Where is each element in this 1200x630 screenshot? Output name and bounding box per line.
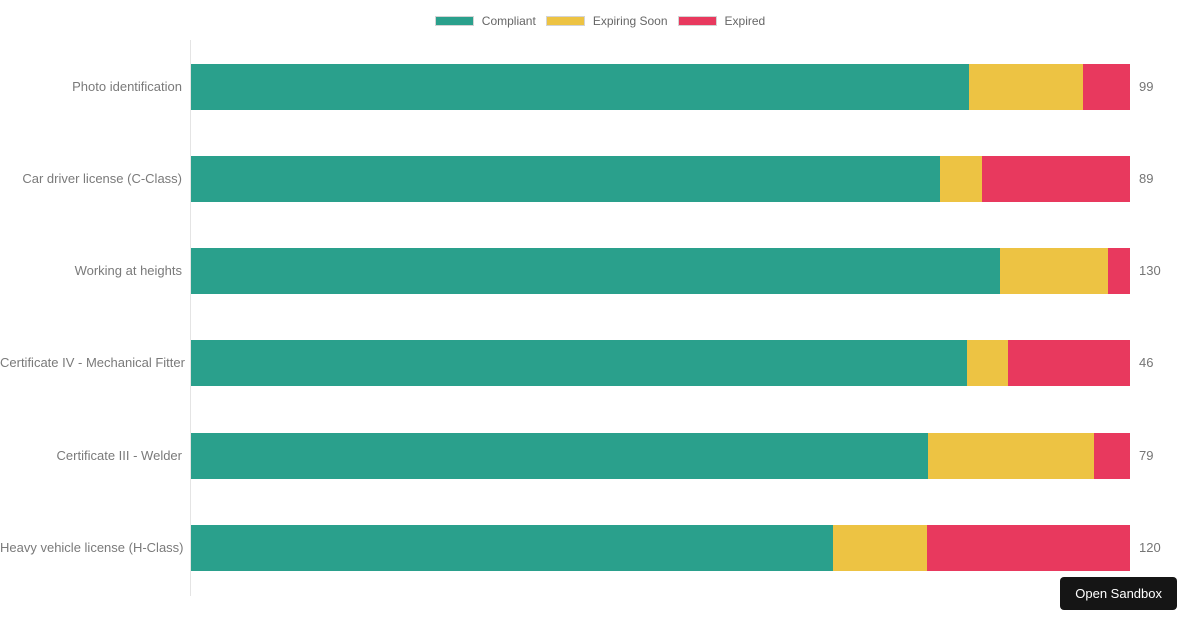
category-label: Car driver license (C-Class) — [22, 170, 182, 186]
bar-row: Heavy vehicle license (H-Class) 120 — [0, 525, 1200, 571]
bar-segment-expiring-soon[interactable] — [966, 340, 1008, 387]
bar-segment-expired[interactable] — [1082, 63, 1130, 110]
bar-segment-expiring-soon[interactable] — [968, 63, 1083, 110]
bar-segment-expiring-soon[interactable] — [940, 155, 983, 202]
legend-label-expired: Expired — [724, 14, 766, 28]
stacked-bar[interactable] — [191, 432, 1130, 479]
bar-total-label: 46 — [1139, 355, 1154, 371]
stacked-bar[interactable] — [191, 525, 1130, 571]
bar-total-label: 120 — [1139, 540, 1161, 555]
expired-swatch-icon — [677, 16, 717, 26]
bar-row: Working at heights 130 — [0, 248, 1200, 295]
y-axis-line — [190, 40, 191, 596]
bar-segment-expiring-soon[interactable] — [999, 248, 1109, 295]
bar-segment-expired[interactable] — [1108, 248, 1130, 295]
stacked-bar[interactable] — [191, 248, 1130, 295]
bar-segment-expiring-soon[interactable] — [832, 525, 927, 571]
bar-segment-compliant[interactable] — [191, 63, 969, 110]
bar-total-label: 89 — [1139, 170, 1154, 186]
bar-total-label: 99 — [1139, 78, 1154, 94]
expiring-soon-swatch-icon — [545, 16, 585, 26]
category-label: Certificate III - Welder — [56, 447, 182, 463]
chart-legend: Compliant Expiring Soon Expired — [0, 14, 1200, 28]
stacked-bar[interactable] — [191, 63, 1130, 110]
bar-segment-expired[interactable] — [982, 155, 1130, 202]
category-label: Photo identification — [72, 78, 182, 94]
bar-row: Photo identification 99 — [0, 63, 1200, 110]
category-label: Certificate IV - Mechanical Fitter — [0, 355, 185, 371]
bar-segment-expired[interactable] — [1007, 340, 1130, 387]
bar-total-label: 130 — [1139, 263, 1161, 279]
bar-segment-compliant[interactable] — [191, 155, 941, 202]
open-sandbox-button[interactable]: Open Sandbox — [1060, 577, 1177, 610]
legend-label-compliant: Compliant — [481, 14, 536, 28]
legend-label-expiring-soon: Expiring Soon — [592, 14, 668, 28]
bar-segment-expired[interactable] — [926, 525, 1130, 571]
category-label: Working at heights — [74, 263, 182, 279]
bar-segment-expired[interactable] — [1094, 432, 1130, 479]
stacked-bar[interactable] — [191, 340, 1130, 387]
bar-segment-compliant[interactable] — [191, 248, 1000, 295]
legend-item-compliant[interactable]: Compliant — [434, 14, 536, 28]
compliant-swatch-icon — [434, 16, 474, 26]
legend-item-expiring-soon[interactable]: Expiring Soon — [545, 14, 668, 28]
bar-segment-compliant[interactable] — [191, 432, 928, 479]
bar-row: Car driver license (C-Class) 89 — [0, 155, 1200, 202]
bar-row: Certificate IV - Mechanical Fitter 46 — [0, 340, 1200, 387]
bar-total-label: 79 — [1139, 447, 1154, 463]
bar-segment-expiring-soon[interactable] — [927, 432, 1095, 479]
bar-segment-compliant[interactable] — [191, 525, 833, 571]
stacked-bar[interactable] — [191, 155, 1130, 202]
category-label: Heavy vehicle license (H-Class) — [0, 540, 184, 555]
legend-item-expired[interactable]: Expired — [677, 14, 766, 28]
bar-segment-compliant[interactable] — [191, 340, 967, 387]
bar-row: Certificate III - Welder 79 — [0, 432, 1200, 479]
